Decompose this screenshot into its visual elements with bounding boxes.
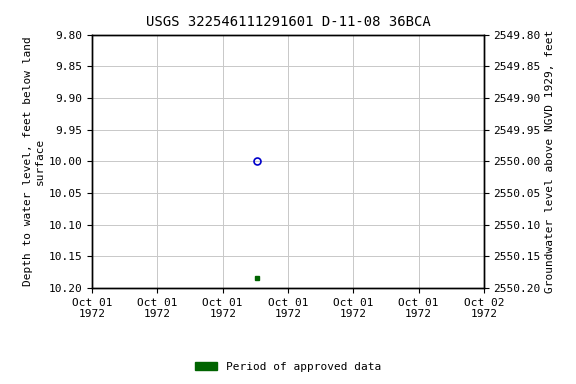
Title: USGS 322546111291601 D-11-08 36BCA: USGS 322546111291601 D-11-08 36BCA (146, 15, 430, 29)
Y-axis label: Groundwater level above NGVD 1929, feet: Groundwater level above NGVD 1929, feet (545, 30, 555, 293)
Y-axis label: Depth to water level, feet below land
surface: Depth to water level, feet below land su… (23, 36, 44, 286)
Legend: Period of approved data: Period of approved data (191, 358, 385, 377)
